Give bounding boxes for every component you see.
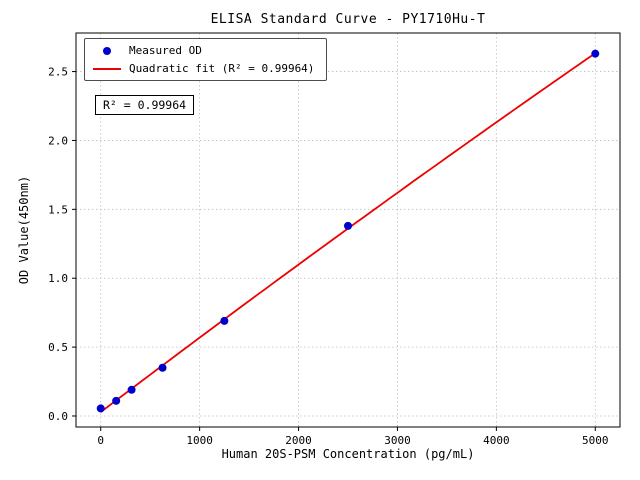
r-squared-annotation: R² = 0.99964: [95, 95, 195, 115]
fit-line-marker-icon: [93, 67, 121, 70]
x-tick-label: 5000: [582, 434, 609, 447]
x-tick-label: 4000: [483, 434, 510, 447]
x-tick-label: 3000: [384, 434, 411, 447]
y-tick-label: 0.0: [48, 410, 68, 423]
y-tick-label: 1.0: [48, 272, 68, 285]
measured-od-point: [220, 316, 229, 325]
x-tick-label: 1000: [186, 434, 213, 447]
legend-label-quadratic-fit: Quadratic fit (R² = 0.99964): [129, 62, 315, 75]
red-line-icon: [93, 67, 121, 70]
y-tick-label: 2.5: [48, 66, 68, 79]
axes-frame: [75, 32, 621, 428]
measured-od-point: [112, 396, 121, 405]
measured-od-point: [158, 363, 167, 372]
x-axis-label: Human 20S-PSM Concentration (pg/mL): [221, 447, 475, 461]
measured-od-point: [591, 49, 600, 58]
measured-od-point: [344, 221, 352, 230]
y-tick-label: 0.5: [48, 341, 68, 354]
legend-label-measured-od: Measured OD: [129, 44, 202, 57]
blue-dot-icon: [103, 46, 111, 55]
legend-item-quadratic-fit: Quadratic fit (R² = 0.99964): [93, 62, 314, 75]
y-axis-label: OD Value(450nm): [17, 175, 31, 285]
y-tick-label: 1.5: [48, 203, 68, 216]
chart-title: ELISA Standard Curve - PY1710Hu-T: [210, 12, 486, 27]
x-tick-label: 2000: [285, 434, 312, 447]
measured-od-marker-icon: [93, 46, 121, 55]
legend: Measured OD Quadratic fit (R² = 0.99964): [84, 38, 328, 81]
legend-item-measured-od: Measured OD: [93, 44, 314, 57]
x-tick-label: 0: [97, 434, 104, 447]
measured-od-point: [127, 385, 136, 394]
y-tick-label: 2.0: [48, 134, 68, 147]
measured-od-point: [96, 404, 105, 413]
